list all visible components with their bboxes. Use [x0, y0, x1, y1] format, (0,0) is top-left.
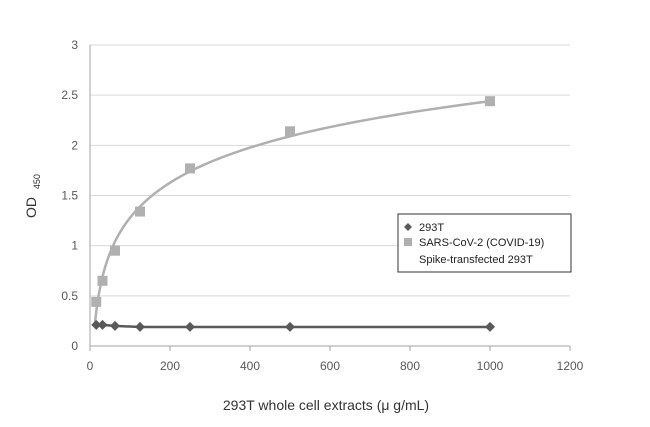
- x-axis-title: 293T whole cell extracts (μ g/mL): [223, 397, 429, 413]
- legend-marker-square: [404, 238, 412, 246]
- gridlines: [90, 44, 570, 297]
- 293t-point: [97, 319, 108, 330]
- 293t-point: [185, 321, 195, 332]
- sars-cov-2-point: [91, 296, 102, 307]
- 293t-point: [91, 319, 102, 330]
- y-tick-label: 1: [71, 239, 78, 253]
- legend-marker-diamond: [404, 223, 412, 231]
- x-tick-label: 1200: [557, 359, 584, 373]
- x-tick-label: 200: [160, 359, 180, 373]
- legend-label-sars-cov-2-line1: SARS-CoV-2 (COVID-19): [419, 237, 544, 249]
- sars-cov-2-point: [97, 275, 108, 286]
- y-axis-title: OD 450: [23, 174, 42, 218]
- x-tick-labels: 0 200 400 600 800 1000 1200: [87, 359, 584, 373]
- 293t-point: [110, 320, 120, 331]
- sars-cov-2-point: [185, 163, 195, 174]
- y-tick-label: 0: [71, 339, 78, 353]
- x-tick-label: 800: [400, 359, 420, 373]
- sars-cov-2-trendline: [93, 99, 491, 323]
- sars-cov-2-point: [135, 206, 145, 217]
- x-tick-label: 1000: [477, 359, 504, 373]
- y-axis-title-sub: 450: [32, 174, 42, 189]
- x-tick-label: 0: [87, 359, 94, 373]
- legend-box: [397, 213, 572, 273]
- y-axis-title-main: OD: [23, 197, 39, 218]
- sars-cov-2-point: [110, 245, 120, 256]
- y-tick-label: 0.5: [61, 289, 78, 303]
- 293t-point: [135, 321, 145, 332]
- y-tick-label: 2.5: [61, 88, 78, 102]
- legend: 293T SARS-CoV-2 (COVID-19) Spike-transfe…: [397, 213, 572, 273]
- x-tick-label: 400: [240, 359, 260, 373]
- sars-cov-2-point: [285, 126, 295, 137]
- sars-cov-2-point: [485, 96, 495, 107]
- y-tick-label: 2: [71, 138, 78, 152]
- y-tick-label: 1.5: [61, 189, 78, 203]
- legend-label-sars-cov-2-line2: Spike-transfected 293T: [419, 254, 533, 266]
- axes: [89, 45, 571, 351]
- y-tick-label: 3: [71, 38, 78, 52]
- series-layer: [91, 96, 495, 332]
- 293t-point: [485, 321, 495, 332]
- legend-label-293t: 293T: [419, 222, 444, 234]
- 293t-point: [285, 321, 295, 332]
- x-tick-label: 600: [320, 359, 340, 373]
- y-tick-labels: 0 0.5 1 1.5 2 2.5 3: [61, 38, 78, 353]
